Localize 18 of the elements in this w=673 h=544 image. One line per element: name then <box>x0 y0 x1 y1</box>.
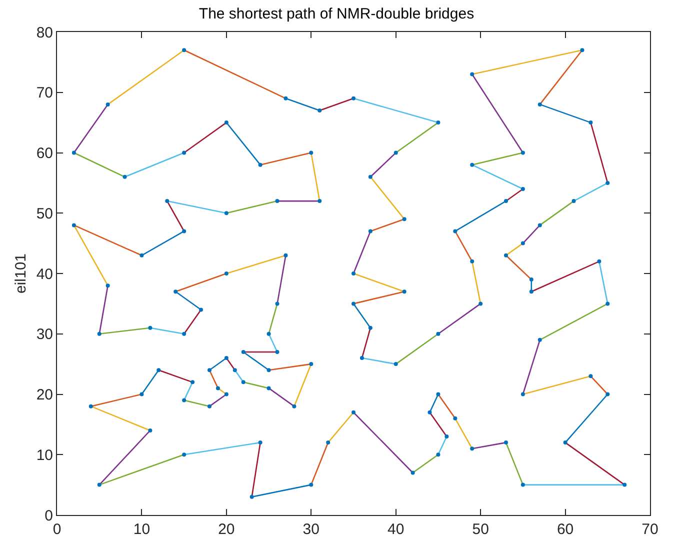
y-tick-label: 80 <box>36 24 53 42</box>
y-tick-label: 30 <box>36 326 53 344</box>
y-tick-label: 60 <box>36 145 53 162</box>
y-tick-label: 40 <box>36 266 53 283</box>
x-tick-label: 10 <box>133 521 150 538</box>
y-tick-label: 50 <box>36 205 53 222</box>
x-tick-label: 50 <box>472 521 489 538</box>
y-axis-title: eil101 <box>12 253 30 294</box>
x-tick-label: 30 <box>302 521 320 538</box>
y-tick-label: 20 <box>36 386 53 404</box>
x-tick-label: 70 <box>642 521 658 538</box>
x-tick-label: 40 <box>388 521 404 538</box>
x-tick-label: 60 <box>556 521 574 538</box>
chart-title: The shortest path of NMR-double bridges <box>198 6 474 23</box>
y-tick-label: 10 <box>36 446 53 464</box>
y-tick-label: 0 <box>44 507 53 524</box>
y-tick-label: 70 <box>36 84 53 102</box>
x-tick-label: 20 <box>218 521 235 538</box>
